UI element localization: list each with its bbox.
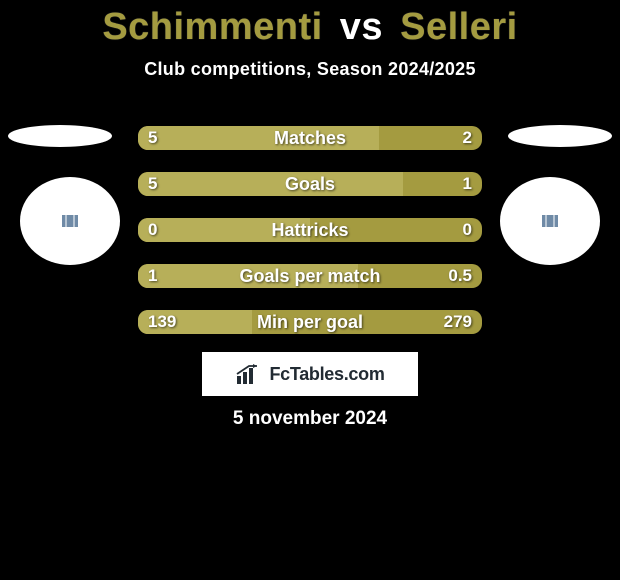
metric-bar: 139Min per goal279	[138, 310, 482, 334]
page-title: Schimmenti vs Selleri	[0, 0, 620, 49]
metric-value-right: 1	[463, 172, 472, 196]
metric-label: Min per goal	[138, 310, 482, 334]
title-player1: Schimmenti	[102, 6, 322, 48]
metric-value-right: 0.5	[448, 264, 472, 288]
title-player2: Selleri	[400, 6, 518, 48]
comparison-bars: 5Matches25Goals10Hattricks01Goals per ma…	[138, 126, 482, 334]
metric-bar: 5Matches2	[138, 126, 482, 150]
brand-text: FcTables.com	[269, 364, 384, 385]
decor-ellipse-right	[508, 125, 612, 147]
brand-banner: FcTables.com	[202, 352, 418, 396]
chart-icon	[235, 364, 263, 384]
title-vs: vs	[340, 6, 383, 48]
placeholder-icon	[62, 215, 78, 227]
metric-value-right: 279	[444, 310, 472, 334]
metric-bar: 0Hattricks0	[138, 218, 482, 242]
decor-ellipse-left	[8, 125, 112, 147]
subtitle: Club competitions, Season 2024/2025	[0, 59, 620, 80]
placeholder-icon	[542, 215, 558, 227]
metric-label: Matches	[138, 126, 482, 150]
metric-value-right: 0	[463, 218, 472, 242]
metric-label: Goals per match	[138, 264, 482, 288]
metric-bar: 1Goals per match0.5	[138, 264, 482, 288]
metric-label: Hattricks	[138, 218, 482, 242]
metric-label: Goals	[138, 172, 482, 196]
metric-bar: 5Goals1	[138, 172, 482, 196]
date-text: 5 november 2024	[0, 408, 620, 430]
metric-value-right: 2	[463, 126, 472, 150]
